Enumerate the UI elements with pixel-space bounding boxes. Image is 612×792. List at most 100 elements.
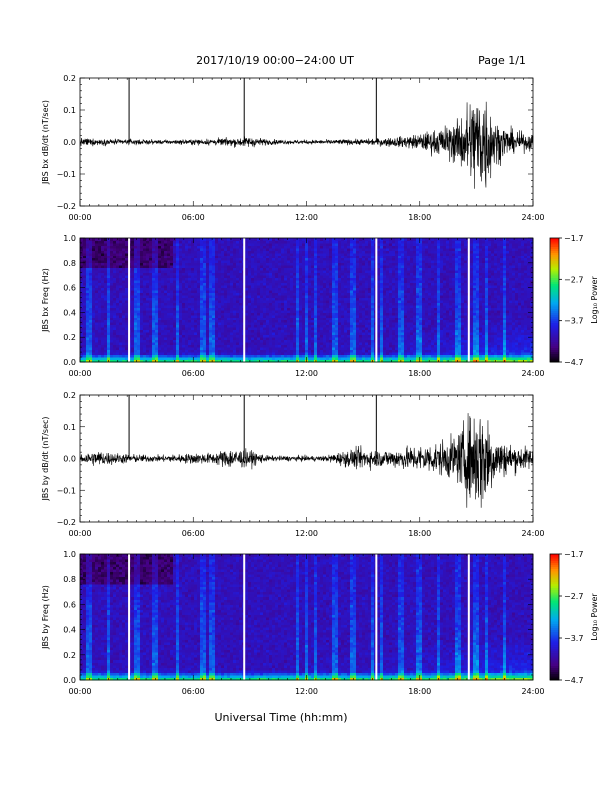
heatmap-cell: [134, 238, 138, 241]
heatmap-cell: [278, 332, 282, 336]
heatmap-cell: [272, 282, 276, 286]
heatmap-cell: [302, 309, 306, 313]
heatmap-cell: [137, 260, 141, 264]
heatmap-cell: [155, 319, 159, 323]
heatmap-cell: [368, 309, 372, 313]
heatmap-cell: [329, 265, 333, 269]
heatmap-cell: [347, 342, 351, 346]
heatmap-cell: [101, 337, 105, 341]
heatmap-cell: [341, 275, 345, 279]
heatmap-cell: [227, 329, 231, 333]
heatmap-cell: [245, 280, 249, 284]
heatmap-cell: [308, 314, 312, 318]
heatmap-cell: [323, 332, 327, 336]
heatmap-cell: [311, 267, 315, 271]
heatmap-cell: [98, 267, 102, 271]
heatmap-cell: [323, 304, 327, 308]
heatmap-cell: [365, 267, 369, 271]
heatmap-cell: [353, 329, 357, 333]
heatmap-cell: [359, 257, 363, 261]
heatmap-cell: [98, 354, 102, 358]
heatmap-cell: [140, 247, 144, 251]
heatmap-cell: [155, 245, 159, 249]
heatmap-cell: [215, 272, 219, 276]
heatmap-cell: [152, 354, 156, 358]
heatmap-cell: [308, 247, 312, 251]
heatmap-cell: [116, 304, 120, 308]
heatmap-cell: [125, 300, 129, 303]
heatmap-cell: [200, 257, 204, 261]
heatmap-cell: [170, 339, 174, 343]
heatmap-cell: [179, 238, 183, 241]
heatmap-cell: [263, 272, 267, 276]
heatmap-cell: [296, 354, 300, 358]
heatmap-cell: [299, 312, 303, 316]
heatmap-cell: [359, 304, 363, 308]
heatmap-cell: [326, 344, 330, 348]
heatmap-cell: [185, 327, 189, 331]
heatmap-cell: [293, 322, 297, 326]
heatmap-cell: [125, 245, 129, 249]
heatmap-cell: [167, 280, 171, 284]
heatmap-cell: [143, 354, 147, 358]
heatmap-cell: [347, 327, 351, 331]
heatmap-cell: [209, 357, 213, 360]
heatmap-cell: [353, 262, 357, 266]
heatmap-cell: [200, 359, 204, 363]
heatmap-cell: [275, 267, 279, 271]
heatmap-cell: [344, 347, 348, 350]
heatmap-cell: [248, 260, 252, 264]
heatmap-cell: [260, 304, 264, 308]
heatmap-cell: [95, 277, 99, 281]
heatmap-cell: [224, 242, 228, 246]
heatmap-cell: [236, 304, 240, 308]
heatmap-cell: [233, 359, 237, 363]
heatmap-cell: [113, 270, 117, 274]
heatmap-cell: [251, 262, 255, 266]
heatmap-cell: [182, 319, 186, 323]
heatmap-cell: [239, 319, 243, 323]
heatmap-cell: [110, 332, 114, 336]
heatmap-cell: [332, 344, 336, 348]
heatmap-cell: [122, 257, 126, 261]
heatmap-cell: [368, 304, 372, 308]
heatmap-cell: [116, 255, 120, 259]
heatmap-cell: [95, 297, 99, 301]
heatmap-cell: [110, 287, 114, 291]
heatmap-cell: [335, 302, 339, 306]
heatmap-cell: [155, 265, 159, 269]
heatmap-cell: [287, 352, 291, 355]
heatmap-cell: [80, 304, 84, 308]
heatmap-cell: [95, 304, 99, 308]
heatmap-cell: [251, 267, 255, 271]
heatmap-cell: [290, 250, 294, 254]
heatmap-cell: [98, 282, 102, 286]
heatmap-cell: [191, 242, 195, 246]
heatmap-cell: [239, 252, 243, 256]
heatmap-cell: [314, 275, 318, 279]
heatmap-cell: [218, 312, 222, 316]
heatmap-cell: [113, 287, 117, 291]
heatmap-cell: [191, 317, 195, 321]
heatmap-cell: [92, 339, 96, 343]
heatmap-cell: [104, 347, 108, 350]
heatmap-cell: [323, 240, 327, 244]
heatmap-cell: [254, 250, 258, 254]
heatmap-cell: [308, 307, 312, 311]
heatmap-cell: [119, 242, 123, 246]
heatmap-cell: [155, 339, 159, 343]
heatmap-cell: [344, 290, 348, 293]
heatmap-cell: [140, 245, 144, 249]
heatmap-cell: [158, 238, 162, 241]
heatmap-cell: [227, 312, 231, 316]
heatmap-cell: [356, 257, 360, 261]
heatmap-cell: [89, 297, 93, 301]
heatmap-cell: [104, 277, 108, 281]
heatmap-cell: [152, 307, 156, 311]
heatmap-cell: [185, 290, 189, 293]
heatmap-cell: [122, 267, 126, 271]
heatmap-cell: [320, 342, 324, 346]
heatmap-cell: [356, 250, 360, 254]
heatmap-cell: [254, 262, 258, 266]
heatmap-cell: [284, 327, 288, 331]
